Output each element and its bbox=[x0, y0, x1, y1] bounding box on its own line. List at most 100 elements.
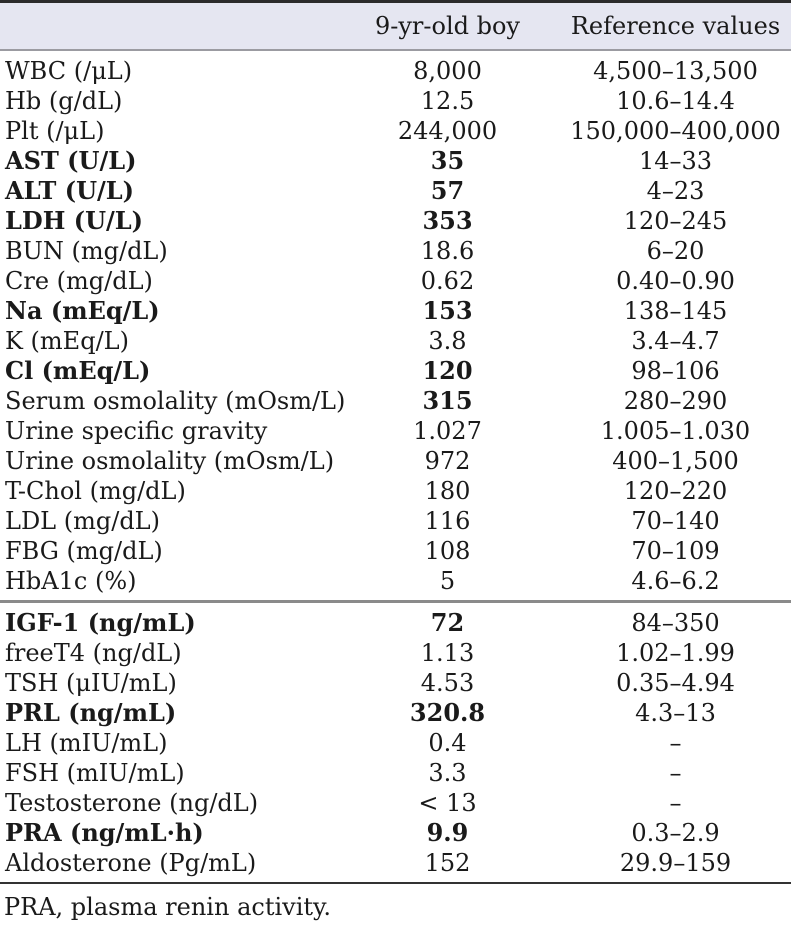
row-label: Serum osmolality (mOsm/L) bbox=[5, 387, 346, 415]
row-reference-value: 120–245 bbox=[623, 207, 728, 235]
table-row: BUN (mg/dL) 18.6 6–20 bbox=[0, 236, 791, 266]
table-row: TSH (μIU/mL) 4.53 0.35–4.94 bbox=[0, 668, 791, 698]
row-patient-value: 4.53 bbox=[420, 669, 475, 697]
table-row: K (mEq/L) 3.8 3.4–4.7 bbox=[0, 326, 791, 356]
row-patient-value: 1.027 bbox=[413, 417, 482, 445]
row-patient-value: 9.9 bbox=[426, 818, 469, 847]
row-label: AST (U/L) bbox=[5, 146, 137, 175]
row-reference-value: 1.005–1.030 bbox=[600, 417, 751, 445]
table-row: HbA1c (%) 5 4.6–6.2 bbox=[0, 566, 791, 596]
row-reference-value: 3.4–4.7 bbox=[631, 327, 720, 355]
table-row: Serum osmolality (mOsm/L) 315 280–290 bbox=[0, 386, 791, 416]
row-label: HbA1c (%) bbox=[5, 567, 137, 595]
row-reference-value: 98–106 bbox=[631, 357, 720, 385]
row-patient-value: 57 bbox=[430, 176, 465, 205]
section-divider-rule bbox=[0, 600, 791, 603]
table-row: PRL (ng/mL) 320.8 4.3–13 bbox=[0, 698, 791, 728]
row-label: Na (mEq/L) bbox=[5, 296, 160, 325]
row-label: Aldosterone (Pg/mL) bbox=[5, 849, 257, 877]
header-reference-column: Reference values bbox=[570, 12, 781, 40]
row-patient-value: 0.4 bbox=[428, 729, 467, 757]
row-patient-value: 153 bbox=[422, 296, 473, 325]
row-reference-value: 150,000–400,000 bbox=[570, 117, 781, 145]
row-reference-value: – bbox=[669, 759, 682, 787]
table-row: Cre (mg/dL) 0.62 0.40–0.90 bbox=[0, 266, 791, 296]
table-row: T-Chol (mg/dL) 180 120–220 bbox=[0, 476, 791, 506]
row-reference-value: 10.6–14.4 bbox=[616, 87, 735, 115]
row-label: LDL (mg/dL) bbox=[5, 507, 160, 535]
row-patient-value: 3.8 bbox=[428, 327, 467, 355]
row-patient-value: 5 bbox=[439, 567, 456, 595]
table-bottom-rule bbox=[0, 882, 791, 884]
row-label: Testosterone (ng/dL) bbox=[5, 789, 259, 817]
table-row: AST (U/L) 35 14–33 bbox=[0, 146, 791, 176]
table-row: ALT (U/L) 57 4–23 bbox=[0, 176, 791, 206]
table-row: Testosterone (ng/dL) < 13 – bbox=[0, 788, 791, 818]
row-patient-value: 0.62 bbox=[420, 267, 475, 295]
row-reference-value: 70–109 bbox=[631, 537, 720, 565]
row-patient-value: 108 bbox=[424, 537, 471, 565]
row-patient-value: < 13 bbox=[418, 789, 477, 817]
row-label: Urine specific gravity bbox=[5, 417, 268, 445]
row-reference-value: 400–1,500 bbox=[612, 447, 739, 475]
row-patient-value: 8,000 bbox=[413, 57, 482, 85]
row-reference-value: 138–145 bbox=[623, 297, 728, 325]
row-patient-value: 353 bbox=[422, 206, 473, 235]
row-patient-value: 180 bbox=[424, 477, 471, 505]
table-row: Plt (/μL) 244,000 150,000–400,000 bbox=[0, 116, 791, 146]
row-patient-value: 3.3 bbox=[428, 759, 467, 787]
row-label: freeT4 (ng/dL) bbox=[5, 639, 182, 667]
row-patient-value: 1.13 bbox=[420, 639, 475, 667]
row-reference-value: 84–350 bbox=[631, 609, 720, 637]
table-row: IGF-1 (ng/mL) 72 84–350 bbox=[0, 608, 791, 638]
row-patient-value: 152 bbox=[424, 849, 471, 877]
table-row: Aldosterone (Pg/mL) 152 29.9–159 bbox=[0, 848, 791, 878]
row-reference-value: 0.35–4.94 bbox=[616, 669, 735, 697]
table-row: LDH (U/L) 353 120–245 bbox=[0, 206, 791, 236]
row-label: Plt (/μL) bbox=[5, 117, 105, 145]
table-row: PRA (ng/mL·h) 9.9 0.3–2.9 bbox=[0, 818, 791, 848]
row-reference-value: 4.6–6.2 bbox=[631, 567, 720, 595]
table-row: WBC (/μL) 8,000 4,500–13,500 bbox=[0, 56, 791, 86]
row-reference-value: 4.3–13 bbox=[635, 699, 716, 727]
row-reference-value: – bbox=[669, 789, 682, 817]
row-reference-value: 1.02–1.99 bbox=[616, 639, 735, 667]
row-patient-value: 315 bbox=[422, 386, 473, 415]
row-label: Cl (mEq/L) bbox=[5, 356, 151, 385]
row-patient-value: 320.8 bbox=[409, 698, 486, 727]
row-label: IGF-1 (ng/mL) bbox=[5, 608, 196, 637]
row-reference-value: 0.40–0.90 bbox=[616, 267, 735, 295]
table-footnote: PRA, plasma renin activity. bbox=[4, 893, 332, 921]
row-patient-value: 18.6 bbox=[420, 237, 475, 265]
row-reference-value: 6–20 bbox=[646, 237, 705, 265]
header-patient-column: 9-yr-old boy bbox=[374, 12, 520, 40]
row-label: PRL (ng/mL) bbox=[5, 698, 177, 727]
row-reference-value: 280–290 bbox=[623, 387, 728, 415]
row-reference-value: – bbox=[669, 729, 682, 757]
table-row: LDL (mg/dL) 116 70–140 bbox=[0, 506, 791, 536]
row-label: BUN (mg/dL) bbox=[5, 237, 168, 265]
table-row: FSH (mIU/mL) 3.3 – bbox=[0, 758, 791, 788]
row-label: FSH (mIU/mL) bbox=[5, 759, 185, 787]
row-label: ALT (U/L) bbox=[5, 176, 135, 205]
table-row: Urine osmolality (mOsm/L) 972 400–1,500 bbox=[0, 446, 791, 476]
row-patient-value: 116 bbox=[424, 507, 471, 535]
row-patient-value: 244,000 bbox=[397, 117, 498, 145]
row-reference-value: 0.3–2.9 bbox=[631, 819, 720, 847]
table-row: freeT4 (ng/dL) 1.13 1.02–1.99 bbox=[0, 638, 791, 668]
table-row: LH (mIU/mL) 0.4 – bbox=[0, 728, 791, 758]
row-label: PRA (ng/mL·h) bbox=[5, 818, 204, 847]
table-row: Na (mEq/L) 153 138–145 bbox=[0, 296, 791, 326]
row-patient-value: 12.5 bbox=[420, 87, 475, 115]
table-section-general-labs: WBC (/μL) 8,000 4,500–13,500 Hb (g/dL) 12.5 1… bbox=[0, 51, 791, 600]
row-label: LH (mIU/mL) bbox=[5, 729, 168, 757]
row-label: Urine osmolality (mOsm/L) bbox=[5, 447, 335, 475]
row-patient-value: 72 bbox=[430, 608, 465, 637]
row-reference-value: 4–23 bbox=[646, 177, 705, 205]
row-reference-value: 120–220 bbox=[623, 477, 728, 505]
row-label: Hb (g/dL) bbox=[5, 87, 123, 115]
table-row: Urine specific gravity 1.027 1.005–1.030 bbox=[0, 416, 791, 446]
row-patient-value: 120 bbox=[422, 356, 473, 385]
